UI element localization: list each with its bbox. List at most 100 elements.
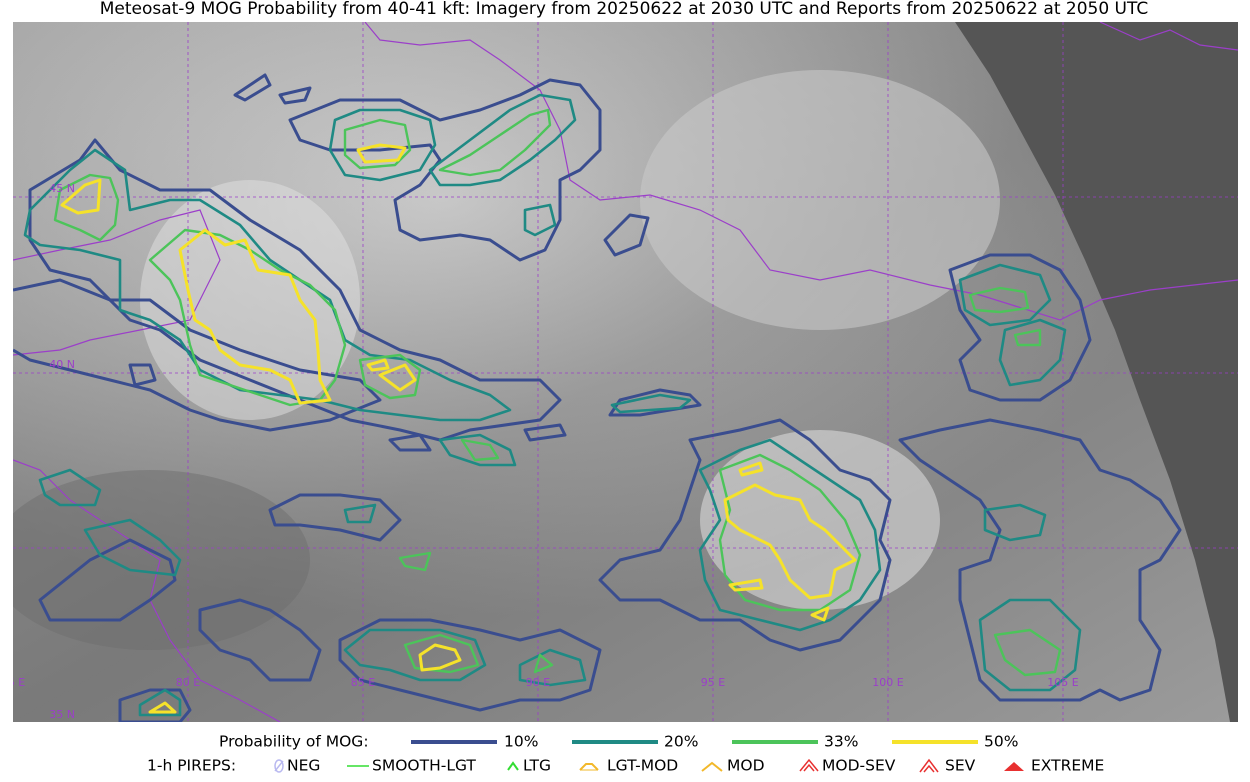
lat-label: 35 N [49, 708, 75, 721]
neg-icon [274, 759, 284, 773]
mod-sev-icon [799, 758, 819, 772]
legend-label: 33% [824, 733, 858, 751]
contour [738, 461, 764, 477]
contour [438, 433, 517, 467]
contour [698, 438, 882, 632]
lgt-mod-icon [579, 763, 599, 771]
contours-33 [53, 108, 1062, 677]
contour [598, 418, 892, 652]
contour [718, 453, 862, 612]
mod-icon [701, 761, 723, 772]
contour [83, 518, 182, 577]
legend-label: 50% [984, 733, 1018, 751]
contour [343, 628, 487, 682]
ltg-icon [507, 761, 519, 771]
contour [378, 363, 417, 392]
contour [898, 418, 1182, 702]
contour [148, 228, 347, 407]
contour [723, 483, 857, 600]
contour [418, 643, 462, 672]
contour [118, 688, 192, 722]
lon-label: 95 E [701, 676, 725, 689]
contour [438, 108, 552, 177]
legend-label: MOD-SEV [822, 757, 896, 775]
contour [23, 148, 512, 422]
contour [178, 228, 332, 405]
contour [343, 503, 377, 524]
lon-label: 85 E [351, 676, 375, 689]
contour [428, 93, 577, 187]
contour [958, 263, 1052, 327]
contour [388, 433, 432, 452]
extreme-icon [1004, 762, 1024, 771]
legend-label: NEG [287, 757, 320, 775]
legend-label: EXTREME [1031, 757, 1104, 775]
contour [398, 551, 432, 572]
legend-label: 10% [504, 733, 538, 751]
lon-label: 90 E [526, 676, 550, 689]
contour [608, 388, 702, 417]
title: Meteosat-9 MOG Probability from 40-41 kf… [100, 0, 1149, 19]
cloud [640, 70, 1000, 330]
dark-region [13, 470, 310, 650]
cloud [140, 180, 360, 420]
contour [328, 108, 437, 182]
contours-20 [23, 93, 1082, 717]
contour [38, 468, 102, 507]
contour [358, 353, 422, 400]
sev-icon [919, 758, 939, 773]
lat-label: 40 N [49, 358, 75, 371]
contour [198, 598, 322, 682]
legend-title: 1-h PIREPS: [147, 757, 236, 775]
contour [603, 213, 650, 257]
legend-label: SEV [945, 757, 976, 775]
contour [356, 143, 407, 164]
contour [948, 253, 1092, 402]
lon-label: 75 E [1, 676, 25, 689]
contour [993, 628, 1062, 677]
border [13, 459, 281, 722]
legend-label: SMOOTH-LGT [372, 757, 476, 775]
contour [28, 138, 562, 442]
pirep-legend: 1-h PIREPS: NEG SMOOTH-LGT LTG LGT-MOD M… [147, 757, 1104, 775]
lon-label: 105 E [1047, 676, 1078, 689]
contour [403, 633, 480, 674]
contour [53, 173, 120, 242]
contour [278, 86, 312, 105]
contour [610, 393, 692, 414]
border [364, 22, 1238, 321]
sev-icon [923, 764, 935, 773]
legend-label: MOD [727, 757, 765, 775]
contour [268, 493, 402, 542]
contour [523, 203, 557, 237]
contour [38, 538, 177, 622]
contour [233, 73, 272, 102]
contour [1013, 328, 1042, 347]
contour [343, 118, 412, 170]
lat-label: 45 N [49, 182, 75, 195]
contour [978, 598, 1082, 692]
legend-title: Probability of MOG: [219, 733, 369, 751]
probability-legend: Probability of MOG: 10% 20% 33% 50% [219, 733, 1018, 751]
contour [998, 318, 1067, 387]
contour [60, 178, 102, 215]
contour [128, 363, 157, 387]
neg-icon [274, 760, 284, 772]
contour [138, 688, 182, 717]
contour [533, 653, 554, 674]
contour [810, 606, 830, 622]
graticule [13, 22, 1238, 722]
legend-label: LGT-MOD [607, 757, 678, 775]
legend-label: 20% [664, 733, 698, 751]
map: 45 N 40 N 35 N 75 E 80 E 85 E 90 E 95 E … [1, 22, 1238, 722]
lon-label: 80 E [176, 676, 200, 689]
lon-label: 100 E [872, 676, 903, 689]
contour [148, 701, 177, 714]
border [1099, 22, 1238, 51]
contour [523, 423, 567, 442]
contour [983, 503, 1047, 542]
contour [338, 618, 602, 712]
border [13, 209, 221, 356]
contour [968, 286, 1030, 314]
